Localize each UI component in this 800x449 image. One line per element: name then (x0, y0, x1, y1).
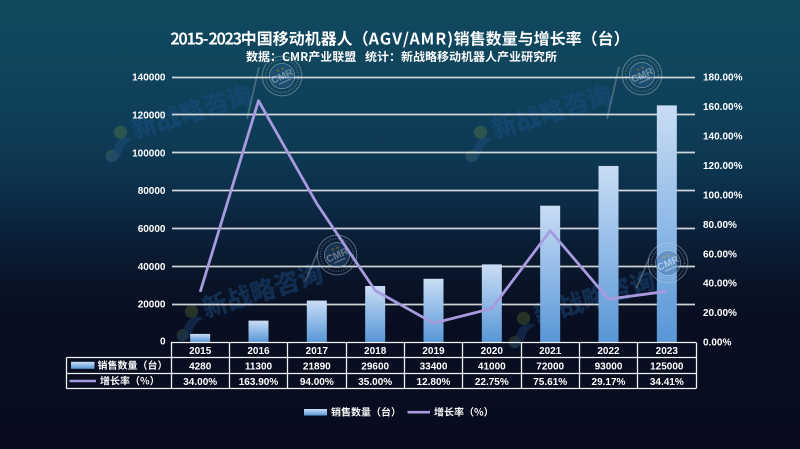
svg-text:29600: 29600 (361, 361, 389, 372)
svg-text:125000: 125000 (650, 361, 684, 372)
svg-text:41000: 41000 (478, 361, 506, 372)
svg-text:2018: 2018 (364, 346, 387, 357)
svg-text:160.00%: 160.00% (703, 102, 743, 113)
svg-text:2019: 2019 (422, 346, 445, 357)
svg-text:2015: 2015 (189, 346, 212, 357)
svg-text:80000: 80000 (138, 186, 166, 197)
svg-text:140000: 140000 (132, 73, 166, 84)
svg-text:29.17%: 29.17% (592, 377, 626, 388)
svg-text:163.90%: 163.90% (239, 377, 279, 388)
svg-text:40.00%: 40.00% (703, 279, 737, 290)
svg-text:75.61%: 75.61% (533, 377, 567, 388)
svg-text:120000: 120000 (132, 111, 166, 122)
svg-text:2017: 2017 (306, 346, 329, 357)
svg-text:2021: 2021 (539, 346, 562, 357)
svg-text:100000: 100000 (132, 148, 166, 159)
svg-text:2022: 2022 (597, 346, 620, 357)
svg-text:4280: 4280 (189, 361, 212, 372)
svg-text:35.00%: 35.00% (358, 377, 392, 388)
svg-text:33400: 33400 (420, 361, 448, 372)
svg-text:60.00%: 60.00% (703, 249, 737, 260)
svg-text:94.00%: 94.00% (300, 377, 334, 388)
svg-text:40000: 40000 (138, 262, 166, 273)
svg-text:140.00%: 140.00% (703, 132, 743, 143)
svg-text:72000: 72000 (536, 361, 564, 372)
svg-text:20.00%: 20.00% (703, 308, 737, 319)
svg-text:2016: 2016 (247, 346, 270, 357)
svg-text:20000: 20000 (138, 300, 166, 311)
svg-text:180.00%: 180.00% (703, 73, 743, 84)
svg-text:100.00%: 100.00% (703, 190, 743, 201)
svg-text:60000: 60000 (138, 224, 166, 235)
svg-text:2020: 2020 (481, 346, 504, 357)
svg-text:93000: 93000 (595, 361, 623, 372)
svg-text:0.00%: 0.00% (703, 338, 731, 349)
svg-text:120.00%: 120.00% (703, 161, 743, 172)
svg-text:80.00%: 80.00% (703, 220, 737, 231)
svg-text:34.41%: 34.41% (650, 377, 684, 388)
svg-text:21890: 21890 (303, 361, 331, 372)
svg-text:22.75%: 22.75% (475, 377, 509, 388)
svg-text:12.80%: 12.80% (417, 377, 451, 388)
svg-text:0: 0 (160, 337, 166, 348)
svg-text:11300: 11300 (245, 361, 273, 372)
svg-text:34.00%: 34.00% (183, 377, 217, 388)
svg-text:2023: 2023 (656, 346, 679, 357)
